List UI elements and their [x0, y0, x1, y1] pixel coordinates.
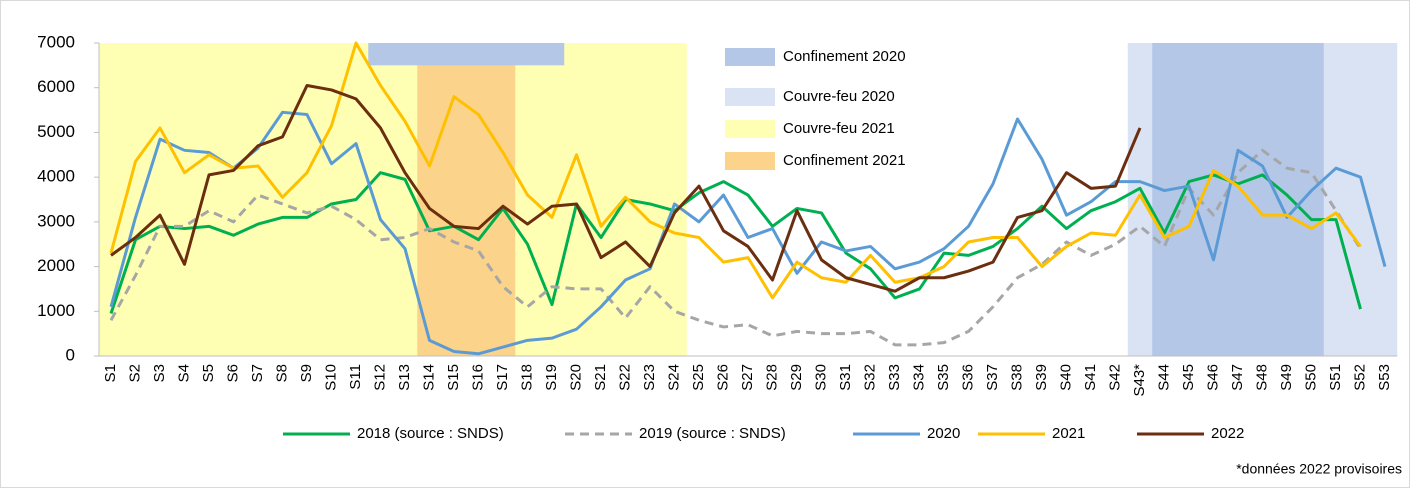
- x-tick-label: S53: [1376, 364, 1393, 391]
- x-tick-label: S34: [910, 364, 927, 391]
- series-line: [109, 148, 1362, 347]
- x-tick-label: S49: [1278, 364, 1295, 391]
- x-tick-label: S9: [298, 364, 315, 382]
- x-tick-label: S7: [249, 364, 266, 382]
- x-tick-label: S31: [837, 364, 854, 391]
- x-tick-label: S40: [1057, 364, 1074, 391]
- x-tick-label: S29: [788, 364, 805, 391]
- x-tick-label: S11: [347, 364, 364, 390]
- legend-label: Couvre-feu 2020: [783, 88, 895, 105]
- x-tick-label: S1: [102, 364, 119, 382]
- y-tick-label: 5000: [37, 122, 75, 141]
- y-tick-label: 6000: [37, 77, 75, 96]
- band: [1152, 43, 1324, 356]
- x-tick-label: S12: [371, 364, 388, 391]
- footnote: *données 2022 provisoires: [1236, 461, 1402, 477]
- x-tick-label: S38: [1008, 364, 1025, 391]
- x-tick-label: S30: [812, 364, 829, 391]
- x-tick-label: S23: [641, 364, 658, 391]
- x-tick-label: S17: [494, 364, 511, 391]
- x-tick-label: S25: [690, 364, 707, 391]
- x-tick-label: S41: [1082, 364, 1099, 391]
- x-tick-label: S4: [175, 364, 192, 382]
- x-tick-label: S45: [1180, 364, 1197, 391]
- x-tick-label: S27: [739, 364, 756, 391]
- legend-swatch: [725, 120, 775, 138]
- legend-swatch: [725, 152, 775, 170]
- legend-label: Confinement 2021: [783, 152, 906, 169]
- x-tick-label: S20: [567, 364, 584, 391]
- legend-swatch: [725, 48, 775, 66]
- legend-label: 2018 (source : SNDS): [357, 425, 504, 442]
- x-tick-label: S8: [273, 364, 290, 382]
- legend-label: 2020: [927, 425, 960, 442]
- legend-label: 2019 (source : SNDS): [639, 425, 786, 442]
- x-tick-label: S52: [1351, 364, 1368, 391]
- x-tick-label: S44: [1155, 364, 1172, 391]
- series-line: [109, 110, 1387, 356]
- x-tick-label: S50: [1302, 364, 1319, 391]
- x-tick-label: S14: [420, 364, 437, 391]
- x-tick-label: S5: [200, 364, 217, 382]
- x-tick-label: S43*: [1131, 364, 1148, 397]
- x-tick-label: S21: [592, 364, 609, 391]
- y-tick-label: 7000: [37, 32, 75, 51]
- band: [98, 43, 687, 356]
- x-tick-label: S35: [935, 364, 952, 391]
- y-tick-label: 2000: [37, 256, 75, 275]
- x-tick-label: S2: [126, 364, 143, 382]
- x-tick-label: S51: [1327, 364, 1344, 391]
- band: [417, 43, 516, 356]
- x-tick-label: S18: [518, 364, 535, 391]
- band: [368, 43, 565, 66]
- x-tick-label: S33: [886, 364, 903, 391]
- x-tick-label: S24: [665, 364, 682, 391]
- x-tick-label: S37: [984, 364, 1001, 391]
- x-tick-label: S3: [151, 364, 168, 382]
- x-tick-label: S28: [763, 364, 780, 391]
- legend-label: 2022: [1211, 425, 1244, 442]
- x-tick-label: S42: [1106, 364, 1123, 391]
- x-tick-label: S26: [714, 364, 731, 391]
- x-tick-label: S10: [322, 364, 339, 391]
- y-tick-label: 3000: [37, 211, 75, 230]
- x-tick-label: S13: [396, 364, 413, 391]
- x-tick-label: S19: [543, 364, 560, 391]
- legend-label: 2021: [1052, 425, 1085, 442]
- x-tick-label: S47: [1229, 364, 1246, 391]
- x-tick-label: S48: [1253, 364, 1270, 391]
- series-line: [110, 83, 1142, 293]
- series-line: [109, 41, 1362, 300]
- x-tick-label: S36: [959, 364, 976, 391]
- y-tick-label: 4000: [37, 167, 75, 186]
- legend-label: Confinement 2020: [783, 48, 906, 65]
- x-tick-label: S39: [1033, 364, 1050, 391]
- x-tick-label: S15: [445, 364, 462, 391]
- legend-label: Couvre-feu 2021: [783, 120, 895, 137]
- x-tick-label: S16: [469, 364, 486, 391]
- x-tick-label: S32: [861, 364, 878, 391]
- x-tick-label: S6: [224, 364, 241, 382]
- y-tick-label: 0: [66, 345, 75, 364]
- legend-swatch: [725, 88, 775, 106]
- y-tick-label: 1000: [37, 301, 75, 320]
- x-tick-label: S22: [616, 364, 633, 391]
- x-tick-label: S46: [1204, 364, 1221, 391]
